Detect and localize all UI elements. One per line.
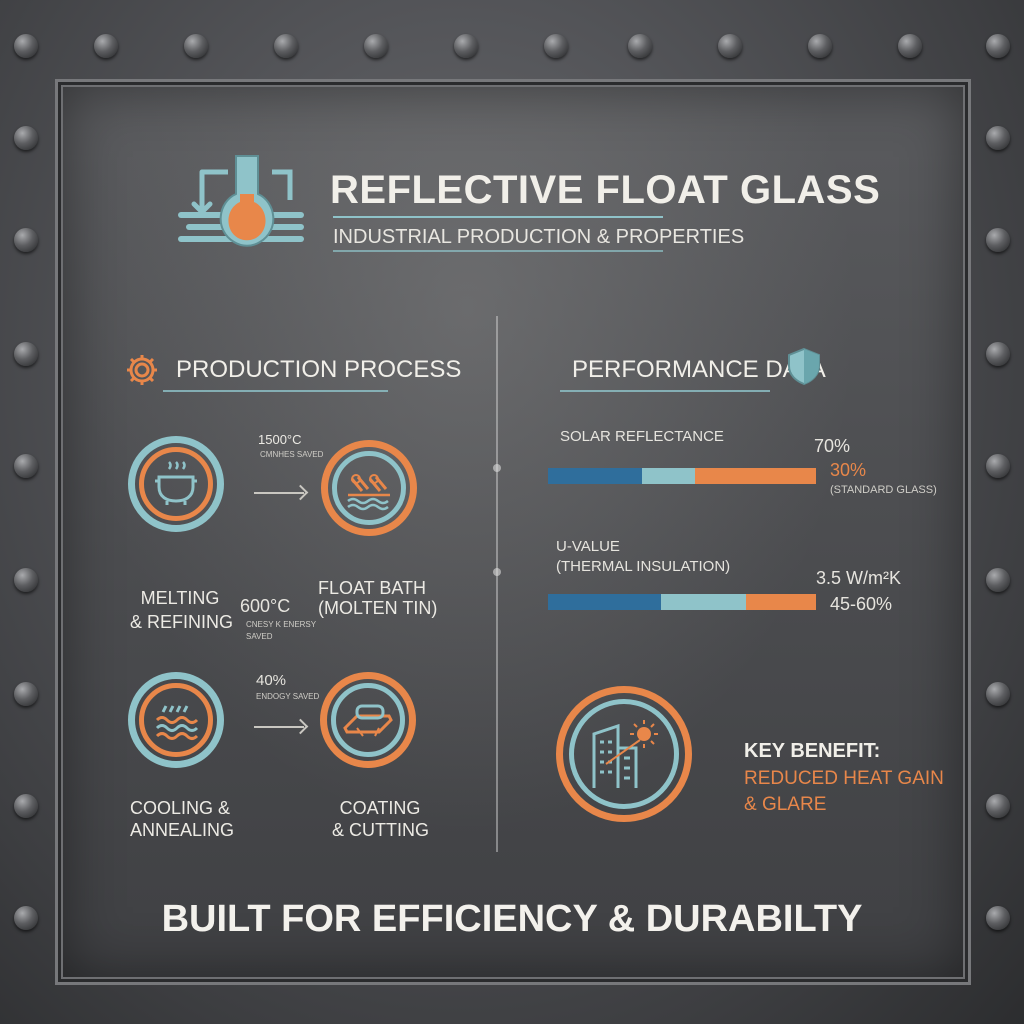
- melting-label-2: & REFINING: [130, 612, 234, 632]
- uvalue-value: 3.5 W/m²K: [816, 568, 902, 588]
- coating-step-ring: [320, 672, 416, 768]
- rivet: [986, 34, 1010, 58]
- solar-compare: 30%: [830, 460, 867, 480]
- cooling-icon: [155, 705, 199, 740]
- coating-label-1: COATING: [339, 798, 421, 818]
- temp2-note-2: SAVED: [246, 632, 273, 641]
- cooling-label-1: COOLING &: [130, 798, 231, 818]
- solar-label: SOLAR REFLECTANCE: [560, 428, 724, 445]
- bar-segment: [548, 468, 642, 484]
- rivet: [274, 34, 298, 58]
- rivet: [986, 126, 1010, 150]
- u-value-bar: [548, 594, 816, 610]
- bar-segment: [695, 468, 816, 484]
- rivet: [14, 906, 38, 930]
- subtitle-underline: [333, 250, 663, 252]
- bar-segment: [548, 594, 661, 610]
- section-divider: [496, 316, 498, 852]
- rivet: [14, 682, 38, 706]
- rivet: [718, 34, 742, 58]
- rivet: [986, 454, 1010, 478]
- rivet: [628, 34, 652, 58]
- divider-dot: [493, 464, 501, 472]
- rivet: [544, 34, 568, 58]
- benefit-ring: [556, 686, 692, 822]
- performance-underline: [560, 390, 770, 392]
- uvalue-label-1: U-VALUE: [556, 538, 620, 555]
- bar-segment: [660, 594, 747, 610]
- title-underline: [333, 216, 663, 218]
- rivet: [808, 34, 832, 58]
- float-bath-label-2: (MOLTEN TIN): [318, 598, 438, 618]
- solar-value: 70%: [814, 436, 851, 456]
- float-bath-step-ring: [321, 440, 417, 536]
- uvalue-label-2: (THERMAL INSULATION): [556, 558, 731, 575]
- rivet: [14, 568, 38, 592]
- bar-segment: [641, 468, 696, 484]
- solar-compare-note: (STANDARD GLASS): [830, 484, 937, 496]
- page-subtitle: INDUSTRIAL PRODUCTION & PROPERTIES: [333, 226, 745, 248]
- melting-step-ring: [128, 436, 224, 532]
- arrow-2: [254, 726, 304, 728]
- solar-reflectance-bar: [548, 468, 816, 484]
- page-title: REFLECTIVE FLOAT GLASS: [330, 168, 881, 212]
- saving-note: ENDOGY SAVED: [256, 692, 320, 701]
- production-underline: [163, 390, 388, 392]
- rivet: [14, 454, 38, 478]
- production-title: PRODUCTION PROCESS: [176, 356, 462, 383]
- float-bath-icon: [347, 474, 390, 511]
- rivet: [986, 906, 1010, 930]
- arrow-1: [254, 492, 304, 494]
- temp2-value: 600°C: [240, 596, 291, 616]
- rivet: [986, 682, 1010, 706]
- footer-tagline: BUILT FOR EFFICIENCY & DURABILTY: [161, 898, 863, 940]
- rivet: [898, 34, 922, 58]
- rivet: [364, 34, 388, 58]
- cooling-step-ring: [128, 672, 224, 768]
- rivet: [14, 794, 38, 818]
- rivet: [184, 34, 208, 58]
- rivet: [986, 794, 1010, 818]
- performance-title: PERFORMANCE DATA: [572, 356, 826, 383]
- melting-label-1: MELTING: [140, 588, 220, 608]
- building-sun-icon: [592, 720, 658, 788]
- uvalue-range: 45-60%: [830, 594, 893, 614]
- rivet: [14, 126, 38, 150]
- content-panel: [58, 82, 968, 982]
- crucible-icon: [155, 461, 197, 505]
- bar-segment: [746, 594, 816, 610]
- float-bath-label-1: FLOAT BATH: [318, 578, 427, 598]
- temp1-note: CMNHES SAVED: [260, 450, 324, 459]
- flask-icon: [178, 155, 304, 247]
- rivet: [14, 34, 38, 58]
- rivet: [454, 34, 478, 58]
- rivet: [986, 568, 1010, 592]
- benefit-line-1: REDUCED HEAT GAIN: [744, 768, 944, 789]
- rivet: [986, 228, 1010, 252]
- rivet: [14, 342, 38, 366]
- temp2-note-1: CNESY K ENERSY: [246, 620, 317, 629]
- coating-label-2: & CUTTING: [332, 820, 429, 840]
- cooling-label-2: ANNEALING: [130, 820, 235, 840]
- saving-value: 40%: [256, 672, 287, 689]
- rivet: [94, 34, 118, 58]
- benefit-heading: KEY BENEFIT:: [744, 740, 881, 762]
- benefit-line-2: & GLARE: [744, 794, 827, 815]
- gear-icon: [127, 355, 157, 385]
- temp1-value: 1500°C: [258, 432, 302, 447]
- divider-dot: [493, 568, 501, 576]
- shield-icon: [788, 347, 820, 386]
- coating-icon: [343, 704, 393, 737]
- rivet: [986, 342, 1010, 366]
- rivet: [14, 228, 38, 252]
